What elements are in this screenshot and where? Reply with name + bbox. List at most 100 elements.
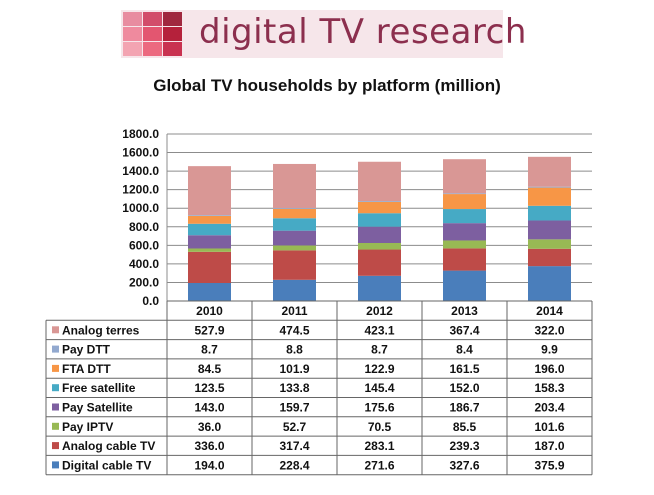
y-tick-label: 600.0 [129,238,159,252]
logo-square [123,27,142,41]
y-tick-label: 1600.0 [122,146,159,160]
legend-swatch [52,461,59,469]
legend-swatch [52,364,59,372]
bar-segment [188,248,231,252]
data-table-cell: 159.7 [279,401,309,415]
bar-segment [188,215,231,224]
data-table-cell: 186.7 [449,401,479,415]
logo-square [123,42,142,56]
bar-segment [358,242,401,250]
bar-segment [273,218,316,231]
legend-swatch [52,326,59,334]
data-table-cell: 474.5 [279,323,309,337]
data-table-cell: 8.7 [371,343,388,357]
x-tick-label: 2012 [366,304,393,318]
bar-segment [273,163,316,208]
bar-segment [528,187,571,206]
bar-segment [273,207,316,209]
data-table-cell: 123.5 [194,381,224,395]
data-table-cell: 271.6 [364,458,394,472]
y-tick-label: 1200.0 [122,183,159,197]
logo-square [163,42,182,56]
logo-square [163,27,182,41]
data-table-cell: 85.5 [453,420,477,434]
legend-swatch [52,345,59,353]
legend-swatch [52,442,59,450]
y-tick-label: 1800.0 [122,127,159,141]
logo: digital TV research [121,10,526,58]
logo-text: digital TV research [199,12,527,52]
data-table-cell: 161.5 [449,362,479,376]
data-table-cell: 158.3 [534,381,564,395]
bar-segment [188,251,231,284]
legend-label: Pay Satellite [62,401,133,415]
bar-segment [443,223,486,241]
bar-segment [273,230,316,246]
data-table-cell: 36.0 [198,420,222,434]
data-table-cell: 187.0 [534,439,564,453]
legend-label: FTA DTT [62,362,111,376]
data-table-cell: 423.1 [364,323,394,337]
bar-segment [188,235,231,249]
data-table-cell: 143.0 [194,401,224,415]
data-table-cell: 84.5 [198,362,222,376]
logo-square [143,12,162,26]
x-tick-label: 2011 [281,304,307,318]
bar-segment [188,223,231,236]
logo-square [163,12,182,26]
data-table-cell: 9.9 [541,343,558,357]
data-table-cell: 194.0 [194,458,224,472]
data-table-cell: 101.6 [534,420,564,434]
data-table-cell: 8.7 [201,343,218,357]
data-table-cell: 317.4 [279,439,309,453]
data-table-cell: 336.0 [194,439,224,453]
bar-segment [443,194,486,210]
bar-segment [443,209,486,224]
bar-segment [358,226,401,243]
bar-segment [358,201,401,214]
bar-segment [443,193,486,195]
data-table-cell: 8.4 [456,343,473,357]
bar-segment [188,283,231,301]
data-table-cell: 203.4 [534,401,564,415]
data-table-cell: 527.9 [194,323,224,337]
data-table-cell: 8.8 [286,343,303,357]
data-table-cell: 367.4 [449,323,479,337]
y-tick-label: 400.0 [129,257,159,271]
bar-segment [528,248,571,267]
logo-square [143,27,162,41]
data-table-cell: 52.7 [283,420,307,434]
legend-label: Pay IPTV [62,420,113,434]
data-table-cell: 145.4 [364,381,394,395]
bar-segment [358,275,401,301]
bar-segment [528,239,571,249]
logo-square [123,12,142,26]
y-tick-label: 200.0 [129,275,159,289]
bar-segment [358,249,401,276]
bar-segment [188,215,231,216]
logo-squares-icon [123,12,182,56]
x-tick-label: 2014 [536,304,563,318]
data-table-cell: 228.4 [279,458,309,472]
bar-segment [188,166,231,216]
x-tick-label: 2013 [451,304,478,318]
legend-swatch [52,422,59,430]
y-tick-label: 1000.0 [122,201,159,215]
bar-segment [443,248,486,271]
bar-segment [273,279,316,301]
legend-label: Digital cable TV [62,458,151,472]
x-tick-label: 2010 [196,304,223,318]
bar-segment [443,240,486,249]
bar-segment [528,220,571,240]
bar-segment [273,208,316,219]
y-tick-label: 800.0 [129,220,159,234]
bar-segment [528,266,571,301]
bar-segment [443,270,486,301]
data-table-cell: 101.9 [279,362,309,376]
data-table-cell: 70.5 [368,420,392,434]
legend-label: Free satellite [62,381,136,395]
bar-segment [358,213,401,227]
bar-segment [273,250,316,280]
legend-swatch [52,403,59,411]
